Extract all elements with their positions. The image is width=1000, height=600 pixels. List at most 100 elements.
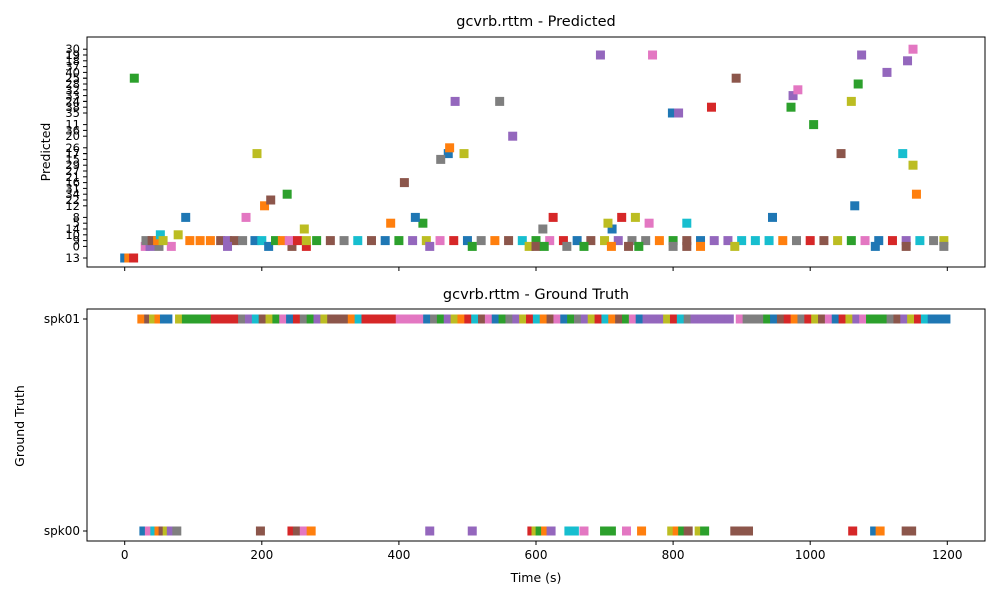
y-tick-label: 18 bbox=[65, 54, 80, 68]
segment-marker bbox=[562, 241, 572, 251]
segment-marker bbox=[445, 143, 455, 153]
segment-marker bbox=[505, 314, 515, 324]
segment-marker bbox=[778, 236, 788, 246]
segment-marker bbox=[649, 314, 659, 324]
y-tick-label: 8 bbox=[73, 210, 80, 224]
segment-marker bbox=[467, 241, 477, 251]
segment-marker bbox=[224, 314, 234, 324]
y-tick-label: 24 bbox=[65, 94, 80, 108]
segment-marker bbox=[491, 314, 501, 324]
segment-marker bbox=[546, 314, 556, 324]
segment-marker bbox=[436, 154, 446, 164]
segment-marker bbox=[354, 314, 364, 324]
y-tick-label: 29 bbox=[65, 158, 80, 172]
y-tick-label: 19 bbox=[65, 48, 80, 62]
segment-marker bbox=[819, 236, 829, 246]
segment-marker bbox=[553, 314, 563, 324]
y-tick-label: 28 bbox=[65, 77, 80, 91]
segment-marker bbox=[915, 236, 925, 246]
segment-marker bbox=[818, 314, 828, 324]
y-tick-label: 19 bbox=[65, 48, 80, 62]
segment-marker bbox=[831, 314, 841, 324]
segment-marker bbox=[478, 314, 488, 324]
segment-marker bbox=[181, 212, 191, 222]
segment-marker bbox=[882, 67, 892, 77]
segment-marker bbox=[601, 314, 611, 324]
segment-marker bbox=[630, 212, 640, 222]
segment-marker bbox=[564, 526, 574, 536]
segment-marker bbox=[124, 253, 134, 263]
y-tick-label: 20 bbox=[65, 129, 80, 143]
segment-marker bbox=[382, 314, 392, 324]
y-tick-label: 15 bbox=[65, 152, 80, 166]
segment-marker bbox=[524, 241, 534, 251]
y-tick-label: 35 bbox=[65, 106, 80, 120]
segment-marker bbox=[767, 212, 777, 222]
y-tick-label: 26 bbox=[65, 141, 80, 155]
segment-marker bbox=[436, 314, 446, 324]
segment-marker bbox=[430, 314, 440, 324]
segment-marker bbox=[223, 241, 233, 251]
segment-marker bbox=[846, 236, 856, 246]
predicted-y-label: Predicted bbox=[38, 123, 53, 182]
segment-marker bbox=[538, 224, 548, 234]
y-tick-label: 14 bbox=[65, 222, 80, 236]
segment-marker bbox=[443, 314, 453, 324]
segment-marker bbox=[252, 149, 262, 159]
segment-marker bbox=[423, 314, 433, 324]
segment-marker bbox=[558, 236, 568, 246]
segment-marker bbox=[914, 314, 924, 324]
y-tick-label: 25 bbox=[65, 71, 80, 85]
segment-marker bbox=[644, 218, 654, 228]
segment-marker bbox=[848, 526, 858, 536]
segment-marker bbox=[535, 526, 545, 536]
segment-marker bbox=[241, 212, 251, 222]
segment-marker bbox=[911, 189, 921, 199]
segment-marker bbox=[783, 314, 793, 324]
y-tick-label: 37 bbox=[65, 60, 80, 74]
segment-marker bbox=[934, 314, 944, 324]
y-tick-label: 9 bbox=[73, 234, 80, 248]
segment-marker bbox=[667, 108, 677, 118]
segment-marker bbox=[744, 526, 754, 536]
segment-marker bbox=[244, 314, 254, 324]
segment-marker bbox=[749, 314, 759, 324]
segment-marker bbox=[682, 218, 692, 228]
segment-marker bbox=[836, 149, 846, 159]
segment-marker bbox=[272, 314, 282, 324]
segment-marker bbox=[833, 236, 843, 246]
segment-marker bbox=[683, 526, 693, 536]
segment-marker bbox=[313, 314, 323, 324]
predicted-y-ticks: 1325091014581712223431162127291517262420… bbox=[65, 42, 87, 265]
segment-marker bbox=[408, 236, 418, 246]
segment-marker bbox=[238, 314, 248, 324]
segment-marker bbox=[594, 314, 604, 324]
segment-marker bbox=[606, 241, 616, 251]
segment-marker bbox=[845, 314, 855, 324]
segment-marker bbox=[724, 314, 734, 324]
segment-marker bbox=[409, 314, 419, 324]
segment-marker bbox=[399, 178, 409, 188]
segment-marker bbox=[292, 236, 302, 246]
segment-marker bbox=[875, 526, 885, 536]
segment-marker bbox=[325, 236, 335, 246]
segment-marker bbox=[139, 526, 149, 536]
segment-marker bbox=[870, 241, 880, 251]
y-tick-label: 24 bbox=[65, 94, 80, 108]
x-tick-label: 400 bbox=[387, 548, 410, 562]
segment-marker bbox=[264, 241, 274, 251]
segment-marker bbox=[223, 236, 233, 246]
ground-truth-title: gcvrb.rttm - Ground Truth bbox=[443, 287, 629, 303]
segment-marker bbox=[287, 526, 297, 536]
segment-marker bbox=[250, 236, 260, 246]
segment-marker bbox=[279, 314, 289, 324]
segment-marker bbox=[416, 314, 426, 324]
segment-marker bbox=[155, 230, 165, 240]
y-tick-label: 22 bbox=[65, 193, 80, 207]
segment-marker bbox=[572, 236, 582, 246]
segment-marker bbox=[683, 314, 693, 324]
segment-marker bbox=[730, 526, 740, 536]
predicted-segments bbox=[120, 44, 949, 263]
segment-marker bbox=[648, 50, 658, 60]
predicted-x-ticks bbox=[124, 267, 948, 271]
